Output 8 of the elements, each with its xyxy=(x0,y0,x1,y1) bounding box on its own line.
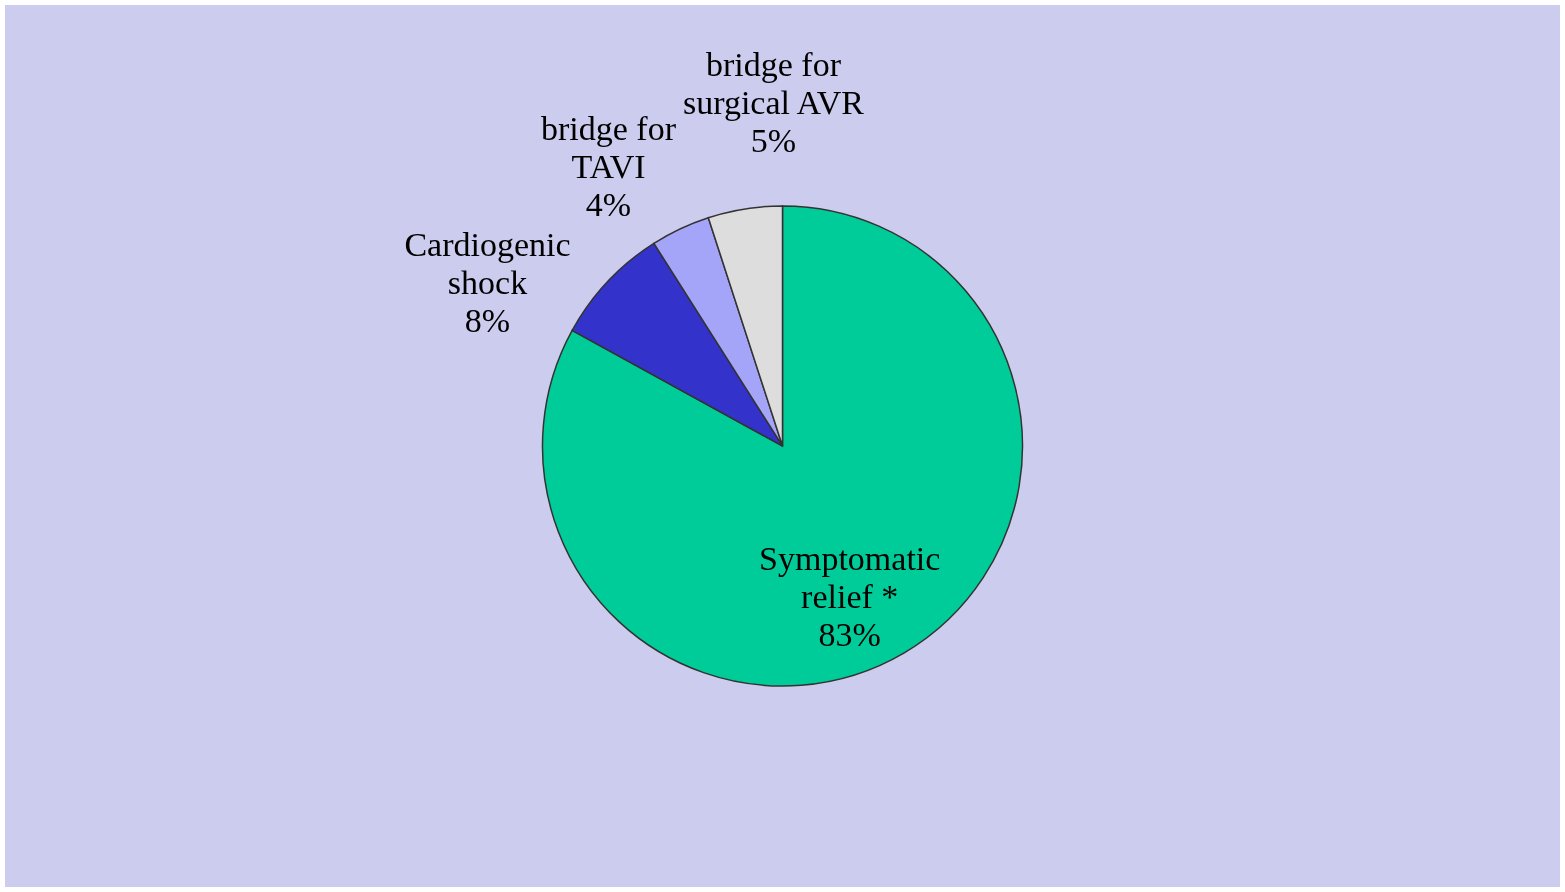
data-label: 8% xyxy=(464,302,511,339)
data-label: 4% xyxy=(585,186,632,223)
slice-label: bridge for surgical AVR xyxy=(682,46,865,121)
slice-label: Cardiogenic shock xyxy=(404,226,571,301)
slice-label: bridge for TAVI xyxy=(540,110,677,185)
data-label: 83% xyxy=(818,615,881,653)
data-label: 5% xyxy=(750,122,797,159)
slice-label: Symptomatic relief * xyxy=(759,539,941,615)
